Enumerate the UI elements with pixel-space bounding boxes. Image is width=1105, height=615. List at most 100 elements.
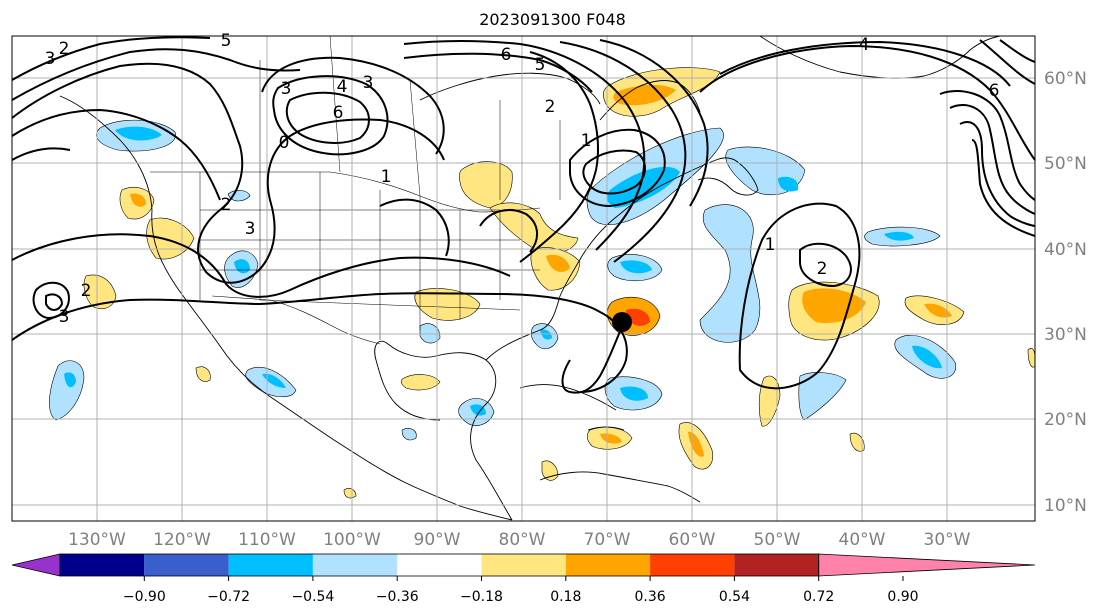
contour-line: [582, 149, 646, 195]
negative-anomaly-core: [64, 372, 76, 388]
colorbar-tick-label: −0.54: [291, 589, 334, 605]
colorbar-segment: [60, 554, 145, 576]
negative-anomaly-core: [884, 231, 914, 241]
longitude-label: 90°W: [414, 530, 461, 550]
colorbar-outline: [59, 553, 820, 577]
contour-label: 6: [501, 45, 512, 65]
contour-line: [719, 40, 1011, 87]
colorbar-tick-label: −0.36: [376, 589, 419, 605]
negative-anomaly-core: [778, 176, 799, 192]
contour-label: 3: [59, 307, 70, 327]
positive-anomaly-core: [130, 193, 146, 207]
longitude-label: 40°W: [839, 530, 886, 550]
negative-anomaly-core: [115, 126, 162, 141]
positive-anomaly-core: [613, 84, 676, 106]
contour-line: [45, 293, 64, 311]
storm-center-marker: [612, 312, 632, 332]
positive-anomaly-patch: [195, 366, 211, 382]
longitude-label: 70°W: [584, 530, 631, 550]
colorbar-segment: [312, 554, 398, 576]
positive-anomaly-patch: [83, 274, 117, 309]
contour-label: 4: [859, 35, 870, 55]
latitude-label: 10°N: [1044, 496, 1087, 516]
north-america-west-coast: [59, 95, 513, 521]
south-america-coast: [539, 471, 701, 503]
contour-line: [379, 198, 450, 257]
positive-anomaly-core: [802, 288, 866, 324]
contour-line: [519, 51, 599, 263]
colorbar-tick-label: 0.54: [719, 589, 750, 605]
negative-anomaly-core: [262, 373, 286, 388]
colorbar-segment: [144, 554, 229, 576]
colorbar-segment: [397, 554, 482, 576]
contour-label: 6: [333, 103, 344, 123]
latitude-label: 30°N: [1044, 325, 1087, 345]
contour-label: 3: [363, 73, 374, 93]
contour-line: [272, 75, 389, 156]
contour-label: 3: [45, 49, 56, 69]
contour-label: 3: [245, 219, 256, 239]
colorbar-segment: [650, 554, 735, 576]
contour-line: [32, 281, 70, 320]
contour-line: [11, 62, 445, 284]
contour-label: 5: [535, 55, 546, 75]
contour-label: 2: [817, 259, 828, 279]
negative-anomaly-core: [912, 345, 942, 369]
positive-anomaly-patch: [343, 488, 357, 499]
longitude-label: 100°W: [323, 530, 381, 550]
contour-line: [11, 108, 221, 201]
positive-anomaly-core: [924, 303, 952, 318]
longitude-label: 120°W: [153, 530, 211, 550]
colorbar-segment: [734, 554, 819, 576]
us-gulf-atlantic-coast: [485, 157, 741, 361]
contour-line: [971, 139, 1036, 237]
colorbar-tick-label: 0.90: [887, 589, 918, 605]
contour-line: [403, 40, 521, 45]
colorbar-tick-label: −0.72: [207, 589, 250, 605]
longitude-label: 60°W: [669, 530, 716, 550]
anomaly-shading: [49, 67, 1036, 499]
us-mexico-border: [211, 295, 381, 345]
colorbar-extend-low: [11, 553, 61, 577]
contour-line: [11, 233, 511, 298]
geopotential-contours: [11, 36, 1036, 394]
contour-line: [11, 147, 71, 161]
longitude-labels: 130°W 120°W 110°W 100°W 90°W 80°W 70°W 60°W 50°W…: [68, 530, 971, 550]
colorbar-tick-label: −0.18: [460, 589, 503, 605]
contour-label: 2: [59, 39, 70, 59]
latitude-labels: 60°N 50°N 40°N 30°N 20°N 10°N: [1044, 69, 1087, 516]
graticule: [12, 36, 1035, 521]
colorbar-extend-high: [818, 553, 1036, 577]
canada-arctic-coast: [419, 72, 601, 105]
greenland-coast: [759, 35, 1001, 79]
contour-line: [285, 91, 370, 144]
hispaniola-coast: [587, 426, 625, 431]
contour-line: [738, 202, 861, 390]
mexico-gulf-coast: [374, 340, 513, 521]
negative-anomaly-core: [620, 260, 652, 274]
contour-label: 2: [545, 97, 556, 117]
contour-line: [569, 128, 666, 208]
contour-label: 1: [581, 131, 592, 151]
negative-anomaly-patch: [49, 360, 85, 421]
latitude-label: 40°N: [1044, 240, 1087, 260]
contour-line: [11, 48, 301, 101]
longitude-label: 80°W: [499, 530, 546, 550]
contour-label: 6: [989, 81, 1000, 101]
contour-line: [699, 44, 1036, 161]
contour-label: 5: [221, 31, 232, 51]
contour-line: [599, 39, 709, 207]
contour-label: 2: [81, 281, 92, 301]
contour-line: [939, 90, 1036, 201]
map-frame: [11, 35, 1036, 522]
negative-anomaly-patch: [401, 428, 417, 441]
map-background: [12, 36, 1035, 521]
colorbar-segment: [565, 554, 651, 576]
contour-line: [949, 103, 1036, 215]
contour-label: 0: [279, 133, 290, 153]
contour-line: [403, 52, 593, 93]
contour-line: [561, 321, 625, 394]
longitude-label: 50°W: [754, 530, 801, 550]
